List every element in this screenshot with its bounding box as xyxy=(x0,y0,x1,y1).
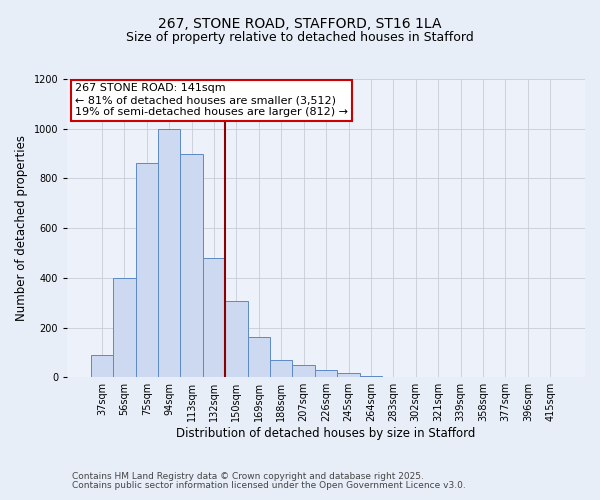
Bar xyxy=(181,154,203,377)
Text: Contains HM Land Registry data © Crown copyright and database right 2025.: Contains HM Land Registry data © Crown c… xyxy=(72,472,424,481)
Bar xyxy=(292,365,315,377)
Bar xyxy=(203,258,225,377)
Bar xyxy=(225,302,248,377)
Text: 267 STONE ROAD: 141sqm
← 81% of detached houses are smaller (3,512)
19% of semi-: 267 STONE ROAD: 141sqm ← 81% of detached… xyxy=(75,84,348,116)
Bar xyxy=(158,128,181,377)
Bar xyxy=(136,164,158,377)
Bar xyxy=(113,278,136,377)
Y-axis label: Number of detached properties: Number of detached properties xyxy=(15,135,28,321)
Bar xyxy=(270,360,292,377)
Bar xyxy=(248,338,270,377)
X-axis label: Distribution of detached houses by size in Stafford: Distribution of detached houses by size … xyxy=(176,427,476,440)
Bar xyxy=(91,355,113,377)
Bar xyxy=(360,376,382,377)
Text: Contains public sector information licensed under the Open Government Licence v3: Contains public sector information licen… xyxy=(72,481,466,490)
Text: 267, STONE ROAD, STAFFORD, ST16 1LA: 267, STONE ROAD, STAFFORD, ST16 1LA xyxy=(158,18,442,32)
Bar xyxy=(315,370,337,377)
Text: Size of property relative to detached houses in Stafford: Size of property relative to detached ho… xyxy=(126,31,474,44)
Bar xyxy=(337,374,360,377)
